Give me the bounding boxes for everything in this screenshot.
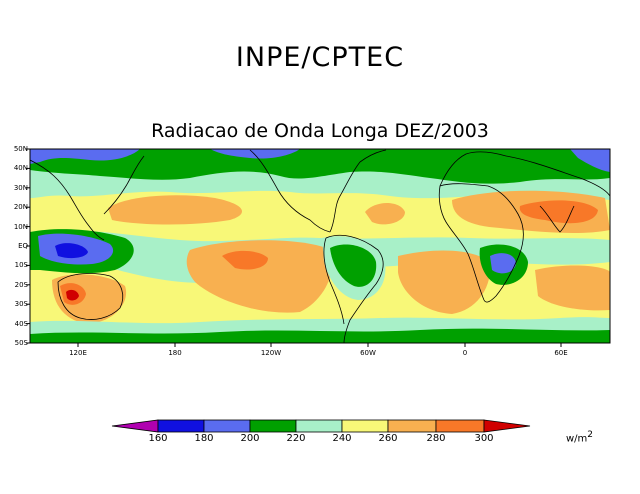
field-afr-hot <box>519 200 598 224</box>
colorbar-swatch-240-260 <box>341 419 389 433</box>
field-aus-core <box>66 289 79 301</box>
lat-label: 50S <box>14 339 28 347</box>
map-subtitle: Radiacao de Onda Longa DEZ/2003 <box>151 120 489 142</box>
colorbar-low-arrow <box>111 419 159 433</box>
colorbar-label: 200 <box>240 433 260 444</box>
colorbar <box>111 419 531 433</box>
field-north-green <box>30 149 610 184</box>
lon-ticks <box>77 343 562 347</box>
coast-asia <box>30 155 145 241</box>
field-north-blue-m <box>210 149 300 159</box>
field-sam-green <box>330 244 377 287</box>
lat-label: 30S <box>14 300 28 308</box>
colorbar-label: 180 <box>194 433 214 444</box>
field-north-blue-w <box>30 149 140 164</box>
lat-ticks <box>26 148 30 344</box>
field-saf-blue <box>490 253 516 274</box>
field-north-blue-e <box>570 149 610 172</box>
coast-africa <box>438 183 524 303</box>
coast-south-america <box>323 234 384 343</box>
coastlines <box>30 149 610 343</box>
lat-label: 40S <box>14 320 28 328</box>
field-natl-warm <box>365 203 405 225</box>
lat-label: 50N <box>13 145 28 153</box>
colorbar-swatch-180-200 <box>203 419 251 433</box>
colorbar-swatch-220-240 <box>295 419 343 433</box>
lon-label: 180 <box>168 349 182 357</box>
colorbar-swatch-160-180 <box>157 419 205 433</box>
lat-label: 20N <box>13 203 28 211</box>
colorbar-label: 160 <box>148 433 168 444</box>
lon-label: 120E <box>69 349 87 357</box>
colorbar-label: 300 <box>474 433 494 444</box>
lat-label: 40N <box>13 164 28 172</box>
field-spac-warm <box>186 240 333 313</box>
units-exponent: 2 <box>587 430 594 440</box>
field-ind-warm <box>535 265 610 311</box>
lat-label: EQ <box>18 242 28 250</box>
lon-label: 0 <box>462 349 468 357</box>
coast-india <box>539 205 575 233</box>
lat-label: 30N <box>13 184 28 192</box>
lat-label: 10N <box>13 223 28 231</box>
colorbar-swatch-260-280 <box>387 419 437 433</box>
field-warm-pool-deep <box>55 243 88 259</box>
field-npac-warm <box>108 195 242 225</box>
colorbar-label: 220 <box>286 433 306 444</box>
lon-label: 120W <box>260 349 282 357</box>
colorbar-label: 280 <box>426 433 446 444</box>
main-title: INPE/CPTEC <box>235 42 405 73</box>
field-spac-hot <box>222 250 268 270</box>
units-text: w/m <box>566 433 588 445</box>
field-south-green <box>30 328 610 343</box>
colorbar-label: 260 <box>378 433 398 444</box>
lat-label: 10S <box>14 261 28 269</box>
coast-europe <box>439 151 507 187</box>
lon-label: 60W <box>360 349 376 357</box>
coast-asia-east <box>505 155 610 197</box>
lon-label: 60E <box>554 349 568 357</box>
colorbar-swatch-280-300 <box>435 419 485 433</box>
units-label: w/m2 <box>566 430 593 444</box>
coast-australia <box>57 273 124 320</box>
colorbar-high-arrow <box>483 419 531 433</box>
lat-label: 20S <box>14 281 28 289</box>
coast-north-america <box>249 149 387 233</box>
field-satl-warm <box>398 250 491 314</box>
colorbar-swatch-200-220 <box>249 419 297 433</box>
colorbar-label: 240 <box>332 433 352 444</box>
